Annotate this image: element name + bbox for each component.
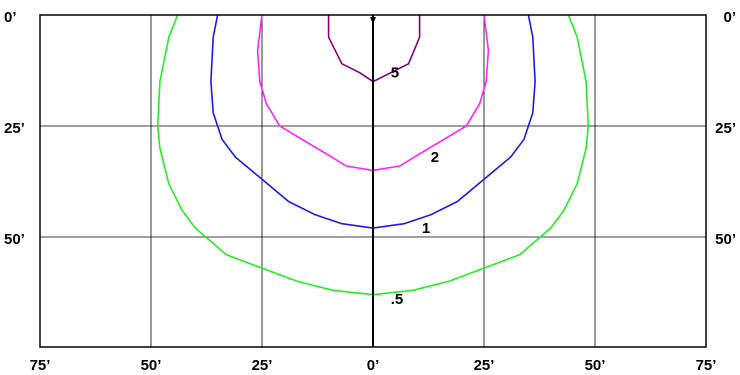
contour-label: 5 (391, 65, 399, 82)
x-tick-label: 0’ (367, 357, 380, 374)
y-tick-label-right: 0’ (723, 9, 736, 26)
x-tick-label: 50’ (141, 357, 162, 374)
tick-labels: 75’ 50’ 25’ 0’ 25’ 50’ 75’ 0’ 0’ 25’ 25’ 50’ 50’ (4, 9, 736, 374)
y-tick-label-right: 25’ (715, 120, 736, 137)
contour-label: 1 (422, 220, 430, 237)
contour-labels: .5 1 2 5 (391, 65, 439, 308)
y-tick-label-left: 50’ (4, 231, 25, 248)
y-tick-label-left: 0’ (4, 9, 17, 26)
contour-line-5 (327, 15, 421, 83)
plot-frame (39, 14, 707, 348)
contour-label: .5 (391, 291, 404, 308)
x-tick-label: 25’ (252, 357, 273, 374)
contour-label: 2 (431, 149, 439, 166)
x-tick-label: 75’ (696, 357, 717, 374)
x-tick-label: 50’ (585, 357, 606, 374)
y-tick-label-left: 25’ (4, 120, 25, 137)
y-tick-label-right: 50’ (715, 231, 736, 248)
x-tick-label: 75’ (30, 357, 51, 374)
x-tick-label: 25’ (474, 357, 495, 374)
center-arrow-icon (370, 17, 376, 24)
